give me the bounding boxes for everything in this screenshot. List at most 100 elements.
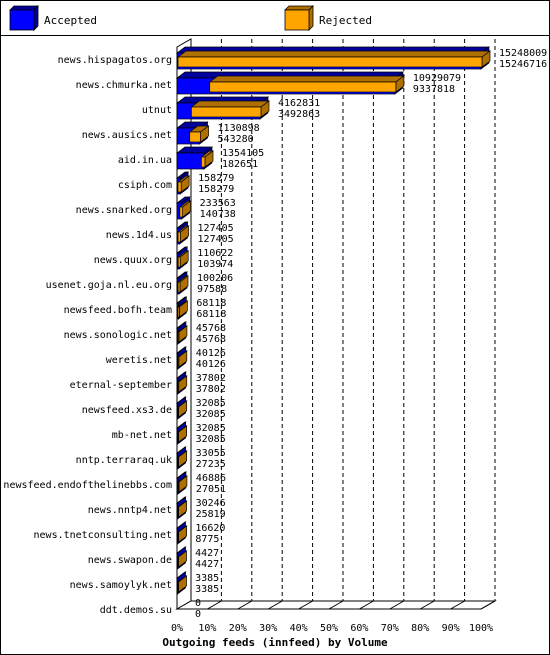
x-tick-label: 60% <box>350 623 368 634</box>
floor-tick <box>267 600 283 610</box>
category-label: weretis.net <box>106 355 172 366</box>
floor-tick <box>359 600 374 610</box>
floor-tick <box>298 600 313 610</box>
category-label: news.nntp4.net <box>88 505 172 516</box>
legend: Accepted Rejected <box>9 5 372 31</box>
floor-tick <box>419 600 435 610</box>
rejected-value-label: 37802 <box>196 384 226 395</box>
x-tick-label: 50% <box>320 623 338 634</box>
accepted-value-label: 30246 <box>196 498 226 509</box>
rejected-value-label: 158279 <box>198 184 234 195</box>
rejected-bar <box>177 306 180 318</box>
category-label: newsfeed.endofthelinebbs.com <box>3 480 172 491</box>
rejected-value-label: 68118 <box>196 309 226 320</box>
accepted-bar <box>176 377 179 395</box>
accepted-value-label: 33055 <box>196 448 226 459</box>
rejected-value-label: 543280 <box>218 134 254 145</box>
rejected-bar <box>177 531 180 543</box>
category-label: ddt.demos.su <box>100 605 172 616</box>
accepted-bar <box>176 452 179 470</box>
rejected-bar <box>177 431 179 443</box>
accepted-value-label: 46886 <box>196 473 226 484</box>
rejected-value-label: 25819 <box>196 509 226 520</box>
rejected-value-label: 103974 <box>197 259 233 270</box>
category-label: newsfeed.xs3.de <box>82 405 172 416</box>
legend-rejected: Rejected <box>284 5 372 31</box>
category-label: nntp.terraraq.uk <box>76 455 172 466</box>
accepted-value-label: 4427 <box>195 548 219 559</box>
accepted-value-label: 3385 <box>195 573 219 584</box>
rejected-bar <box>201 156 206 168</box>
x-tick-label: 10% <box>198 623 216 634</box>
accepted-value-label: 32085 <box>196 398 226 409</box>
rejected-value-label: 32085 <box>196 434 226 445</box>
category-label: news.samoylyk.net <box>70 580 172 591</box>
rejected-bar <box>177 506 179 518</box>
legend-accepted: Accepted <box>9 5 97 31</box>
x-tick-label: 40% <box>290 623 308 634</box>
category-label: news.1d4.us <box>106 230 172 241</box>
category-label: usenet.goja.nl.eu.org <box>46 280 172 291</box>
accepted-value-label: 15248009 <box>499 48 547 59</box>
rejected-value-label: 182651 <box>222 159 258 170</box>
rejected-value-label: 140738 <box>200 209 236 220</box>
accepted-value-label: 32085 <box>196 423 226 434</box>
rejected-bar <box>191 106 262 118</box>
accepted-value-label: 68118 <box>196 298 226 309</box>
category-label: news.chmurka.net <box>76 80 172 91</box>
accepted-bar <box>176 577 178 595</box>
accepted-bar <box>176 477 179 495</box>
rejected-bar <box>177 381 180 393</box>
accepted-value-label: 45768 <box>196 323 226 334</box>
rejected-bar-top <box>190 100 271 108</box>
rejected-value-label: 9337818 <box>413 84 455 95</box>
rejected-bar <box>177 406 179 418</box>
legend-rejected-label: Rejected <box>319 14 372 27</box>
rejected-value-label: 45768 <box>196 334 226 345</box>
x-tick-label: 30% <box>259 623 277 634</box>
rejected-bar <box>177 356 180 368</box>
rejected-bar-top <box>176 50 492 58</box>
accepted-value-label: 110622 <box>197 248 233 259</box>
accepted-bar <box>176 502 178 520</box>
category-label: news.snarked.org <box>76 205 172 216</box>
rejected-bar <box>177 581 179 593</box>
rejected-bar <box>177 181 182 193</box>
rejected-value-label: 127405 <box>198 234 234 245</box>
category-label: news.quux.org <box>94 255 172 266</box>
floor-tick <box>237 600 253 610</box>
rejected-bar-top <box>208 75 405 83</box>
accepted-value-label: 127405 <box>198 223 234 234</box>
category-label: news.ausics.net <box>82 130 172 141</box>
rejected-bar <box>177 556 179 568</box>
legend-accepted-swatch <box>9 9 35 31</box>
category-label: news.sonologic.net <box>64 330 172 341</box>
rejected-value-label: 32085 <box>196 409 226 420</box>
accepted-bar <box>176 152 205 170</box>
accepted-value-label: 1354105 <box>222 148 264 159</box>
accepted-value-label: 158279 <box>198 173 234 184</box>
rejected-value-label: 15246716 <box>499 59 547 70</box>
floor-tick <box>450 600 465 610</box>
accepted-value-label: 233563 <box>200 198 236 209</box>
accepted-value-label: 37802 <box>196 373 226 384</box>
accepted-value-label: 40126 <box>196 348 226 359</box>
rejected-bar <box>209 81 397 93</box>
category-label: mb-net.net <box>112 430 172 441</box>
rejected-bar <box>177 331 180 343</box>
category-label: news.tnetconsulting.net <box>34 530 172 541</box>
x-tick-label: 70% <box>381 623 399 634</box>
x-tick-label: 0% <box>171 623 183 634</box>
floor-tick <box>328 600 344 610</box>
rejected-bar <box>177 56 483 68</box>
accepted-value-label: 1130898 <box>218 123 260 134</box>
category-label: news.swapon.de <box>88 555 172 566</box>
legend-accepted-label: Accepted <box>44 14 97 27</box>
accepted-value-label: 16620 <box>195 523 225 534</box>
category-label: news.hispagatos.org <box>58 55 172 66</box>
chart-title: Outgoing feeds (innfeed) by Volume <box>162 636 388 649</box>
rejected-bar <box>178 481 180 493</box>
